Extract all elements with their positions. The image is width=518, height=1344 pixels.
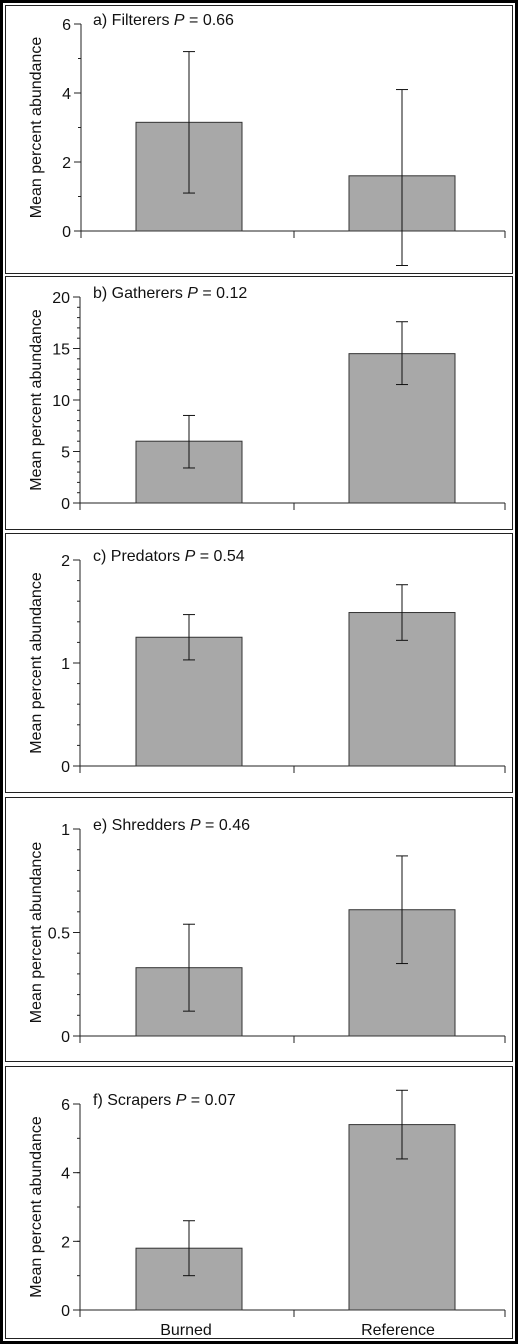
error-bar-burned (183, 51, 195, 194)
panel-title: c) Predators P = 0.54 (93, 548, 245, 565)
y-tick-label: 10 (52, 393, 70, 410)
y-tick-label: 4 (62, 86, 71, 103)
y-tick-label: 0 (61, 496, 70, 513)
panel-gatherers: 0 5 10 15 20 b) Gatherers P = 0.12 Mean percen… (5, 276, 513, 530)
error-bar-reference (396, 855, 408, 965)
p-label: P (187, 285, 198, 302)
p-label: P (190, 817, 201, 834)
panel-title-text: e) Shredders (93, 817, 190, 834)
chart-panels: 0 2 4 6 a) Filterers P = 0.66 Mean percent ab… (5, 5, 513, 1339)
y-tick-label: 20 (52, 290, 70, 307)
p-label: P (174, 12, 185, 29)
p-label: P (185, 548, 196, 565)
panel-title: e) Shredders P = 0.46 (93, 817, 250, 834)
y-axis-label: Mean percent abundance (28, 37, 45, 219)
error-bar-burned (183, 1220, 195, 1277)
y-axis-label: Mean percent abundance (28, 309, 45, 491)
y-axis-label: Mean percent abundance (28, 842, 45, 1024)
error-bar-reference (396, 321, 408, 386)
p-value: = 0.46 (201, 817, 250, 834)
p-value: = 0.54 (195, 548, 244, 565)
p-value: = 0.07 (186, 1092, 235, 1109)
x-label-reference: Reference (361, 1322, 435, 1339)
y-tick-label: 0.5 (48, 926, 70, 943)
y-tick-label: 0 (61, 1303, 70, 1320)
y-tick-label: 4 (61, 1166, 70, 1183)
y-tick-label: 0 (61, 1029, 70, 1046)
p-value: = 0.66 (185, 12, 234, 29)
y-axis-label: Mean percent abundance (28, 572, 45, 754)
panel-title: b) Gatherers P = 0.12 (93, 285, 247, 302)
y-tick-label: 2 (61, 553, 70, 570)
y-tick-label: 5 (61, 445, 70, 462)
y-tick-label: 2 (61, 1234, 70, 1251)
y-tick-label: 1 (61, 656, 70, 673)
panel-filterers: 0 2 4 6 a) Filterers P = 0.66 Mean percent ab… (5, 5, 513, 274)
panel-title-text: f) Scrapers (93, 1092, 176, 1109)
x-axis-labels: Burned Reference (160, 1322, 435, 1339)
panel-title: f) Scrapers P = 0.07 (93, 1092, 236, 1109)
error-bar-reference (396, 89, 408, 266)
y-tick-label: 2 (62, 155, 71, 172)
panel-shredders: 0 0.5 1 e) Shredders P = 0.46 Mean percent a… (5, 797, 513, 1062)
p-value: = 0.12 (198, 285, 247, 302)
panel-frame (5, 5, 513, 274)
y-tick-label: 0 (61, 759, 70, 776)
error-bar-burned (183, 614, 195, 661)
panel-title: a) Filterers P = 0.66 (93, 12, 234, 29)
y-tick-label: 1 (61, 822, 70, 839)
panel-title-text: c) Predators (93, 548, 185, 565)
y-axis-label: Mean percent abundance (28, 1116, 45, 1298)
error-bar-burned (183, 923, 195, 1012)
y-tick-label: 6 (62, 17, 71, 34)
panel-predators: 0 1 2 c) Predators P = 0.54 Mean percent abu… (5, 533, 513, 793)
error-bar-reference (396, 584, 408, 641)
panel-title-text: b) Gatherers (93, 285, 187, 302)
panel-title-text: a) Filterers (93, 12, 174, 29)
error-bar-burned (183, 414, 195, 469)
y-tick-label: 6 (61, 1097, 70, 1114)
y-tick-label: 15 (52, 342, 70, 359)
error-bar-reference (396, 1089, 408, 1160)
x-label-burned: Burned (160, 1322, 212, 1339)
y-tick-label: 0 (62, 224, 71, 241)
panel-scrapers: 0 2 4 6 f) Scrapers P = 0.07 Mean percent abu… (5, 1066, 513, 1339)
p-label: P (176, 1092, 187, 1109)
